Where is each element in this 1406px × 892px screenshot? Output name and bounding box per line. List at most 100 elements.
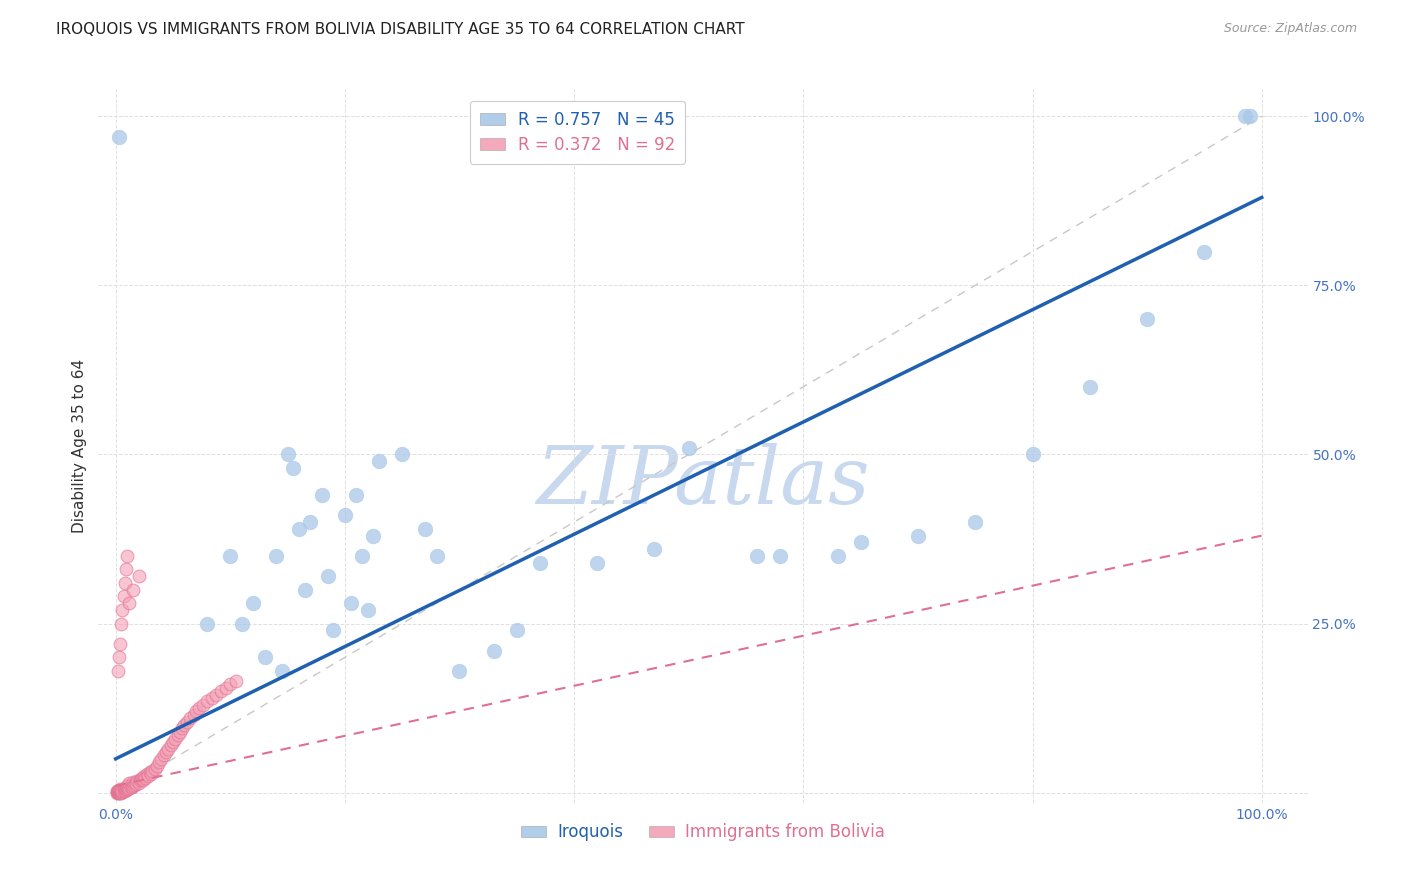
Point — [118, 780, 141, 795]
Point — [110, 786, 132, 800]
Point — [264, 549, 287, 563]
Point — [110, 616, 132, 631]
Point — [108, 785, 131, 799]
Point — [231, 616, 253, 631]
Point — [115, 779, 138, 793]
Point — [131, 771, 153, 785]
Point — [219, 677, 242, 691]
Point — [363, 528, 385, 542]
Point — [191, 698, 214, 712]
Point — [242, 596, 264, 610]
Point — [965, 515, 987, 529]
Point — [214, 681, 236, 695]
Point — [121, 774, 143, 789]
Point — [166, 728, 188, 742]
Point — [115, 782, 138, 797]
Point — [118, 596, 141, 610]
Point — [143, 762, 166, 776]
Point — [107, 664, 129, 678]
Point — [125, 777, 148, 791]
Point — [108, 786, 131, 800]
Point — [1078, 380, 1101, 394]
Point — [173, 718, 195, 732]
Point — [907, 528, 929, 542]
Point — [413, 522, 436, 536]
Point — [277, 447, 299, 461]
Point — [849, 535, 872, 549]
Point — [141, 764, 163, 778]
Point — [117, 778, 139, 792]
Point — [827, 549, 849, 563]
Point — [678, 441, 700, 455]
Point — [155, 745, 177, 759]
Point — [108, 650, 131, 665]
Point — [108, 783, 131, 797]
Point — [146, 758, 169, 772]
Point — [1136, 312, 1159, 326]
Point — [117, 781, 139, 796]
Point — [128, 775, 150, 789]
Point — [108, 782, 131, 797]
Point — [108, 785, 131, 799]
Point — [179, 711, 201, 725]
Point — [339, 596, 361, 610]
Point — [139, 765, 162, 780]
Point — [253, 650, 276, 665]
Point — [1239, 109, 1261, 123]
Point — [111, 783, 134, 797]
Point — [114, 783, 136, 797]
Point — [124, 775, 146, 789]
Point — [176, 714, 198, 729]
Point — [107, 784, 129, 798]
Point — [107, 783, 129, 797]
Point — [195, 616, 218, 631]
Text: ZIPatlas: ZIPatlas — [536, 443, 870, 520]
Point — [586, 556, 609, 570]
Point — [115, 783, 138, 797]
Point — [114, 781, 136, 796]
Point — [1233, 109, 1256, 123]
Point — [105, 784, 128, 798]
Point — [108, 783, 131, 797]
Point — [172, 722, 194, 736]
Point — [449, 664, 471, 678]
Point — [316, 569, 339, 583]
Point — [529, 556, 551, 570]
Point — [1194, 244, 1216, 259]
Point — [108, 784, 131, 798]
Point — [120, 780, 142, 795]
Point — [482, 643, 505, 657]
Point — [135, 766, 157, 780]
Point — [108, 786, 131, 800]
Point — [357, 603, 380, 617]
Point — [107, 785, 129, 799]
Point — [115, 562, 138, 576]
Point — [108, 637, 131, 651]
Point — [121, 779, 143, 793]
Point — [195, 694, 218, 708]
Point — [128, 569, 150, 583]
Point — [112, 784, 135, 798]
Point — [134, 772, 156, 786]
Point — [105, 785, 128, 799]
Point — [184, 705, 207, 719]
Point — [288, 522, 311, 536]
Point — [136, 769, 159, 783]
Point — [225, 674, 247, 689]
Point — [201, 690, 224, 705]
Point — [294, 582, 316, 597]
Point — [188, 701, 211, 715]
Point — [110, 784, 132, 798]
Point — [111, 603, 134, 617]
Point — [108, 129, 131, 144]
Point — [219, 549, 242, 563]
Point — [121, 582, 143, 597]
Point — [110, 783, 132, 797]
Point — [322, 624, 344, 638]
Point — [283, 461, 305, 475]
Point — [162, 735, 184, 749]
Point — [115, 780, 138, 795]
Point — [506, 624, 529, 638]
Point — [643, 542, 665, 557]
Point — [769, 549, 792, 563]
